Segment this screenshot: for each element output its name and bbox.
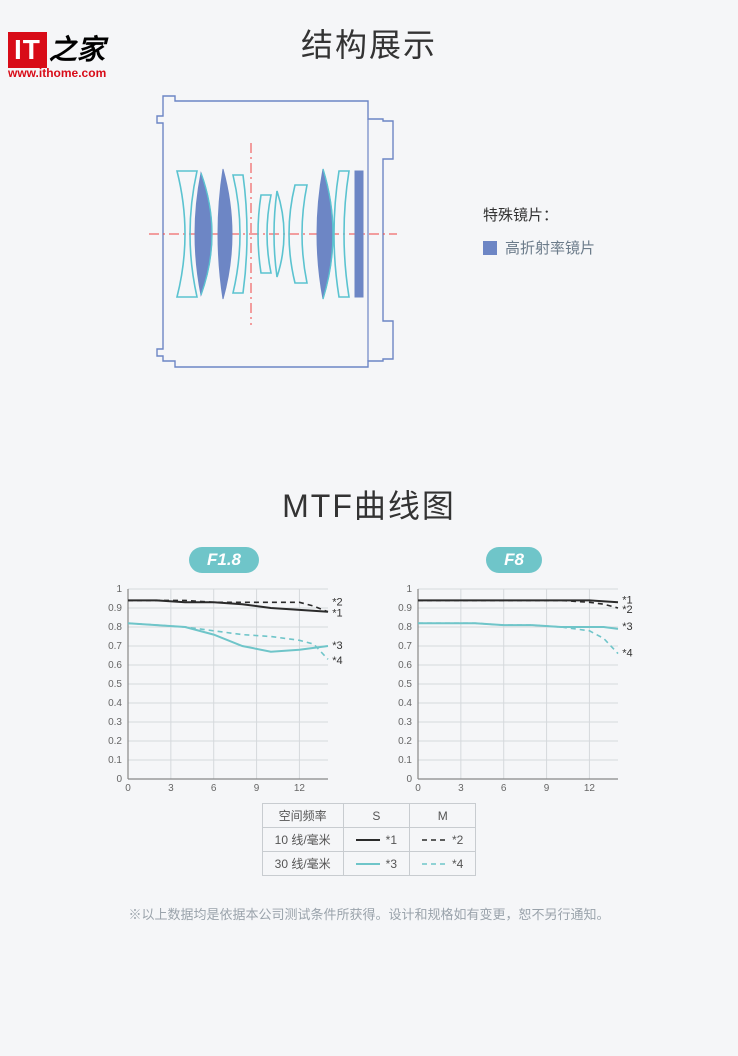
svg-text:*3: *3 (332, 640, 342, 652)
svg-text:0.3: 0.3 (398, 717, 412, 728)
svg-text:0: 0 (116, 774, 122, 785)
mtf-chart-f8: F8 00.10.20.30.40.50.60.70.80.91036912*1… (384, 547, 644, 791)
svg-text:3: 3 (168, 783, 174, 791)
mtf-chart-svg-1: 00.10.20.30.40.50.60.70.80.91036912*1*2*… (384, 581, 644, 791)
svg-text:3: 3 (458, 783, 464, 791)
lens-legend-item: 高折射率镜片 (483, 237, 595, 258)
svg-text:0.7: 0.7 (108, 641, 122, 652)
legend-row-label: 30 线/毫米 (262, 852, 343, 876)
mtf-chart-svg-0: 0 0.1 0.2 0.3 0.4 0.5 0.6 0.7 0.8 0.9 1 0 3 6 9 12 *1*2 *… (94, 581, 354, 791)
svg-text:0: 0 (415, 783, 421, 791)
svg-text:*4: *4 (332, 655, 342, 667)
watermark: IT之家 www.ithome.com (8, 28, 106, 80)
lens-structure-figure: 特殊镜片： 高折射率镜片 (0, 91, 738, 371)
legend-s-cell: *1 (343, 828, 409, 852)
svg-text:12: 12 (584, 783, 596, 791)
svg-text:0.6: 0.6 (398, 660, 412, 671)
svg-text:*2: *2 (622, 604, 632, 616)
legend-header-cell: S (343, 804, 409, 828)
svg-text:6: 6 (211, 783, 217, 791)
svg-text:1: 1 (406, 584, 412, 595)
svg-text:0.9: 0.9 (398, 603, 412, 614)
svg-text:0: 0 (125, 783, 131, 791)
svg-text:0.9: 0.9 (108, 603, 122, 614)
svg-text:*3: *3 (622, 621, 632, 633)
lens-legend-swatch (483, 241, 497, 255)
svg-text:0: 0 (406, 774, 412, 785)
lens-diagram (143, 91, 403, 371)
svg-text:0.4: 0.4 (398, 698, 412, 709)
lens-legend-title: 特殊镜片： (483, 204, 595, 225)
watermark-url: www.ithome.com (8, 66, 106, 80)
svg-text:0.2: 0.2 (108, 736, 122, 747)
svg-text:*4: *4 (622, 648, 632, 660)
svg-text:0.3: 0.3 (108, 717, 122, 728)
badge-f8: F8 (486, 547, 542, 573)
legend-m-cell: *2 (410, 828, 476, 852)
legend-header-cell: M (410, 804, 476, 828)
svg-text:*1: *1 (332, 608, 342, 620)
watermark-suffix: 之家 (49, 34, 105, 65)
mtf-title: MTF曲线图 (0, 481, 738, 527)
svg-text:0.7: 0.7 (398, 641, 412, 652)
svg-text:9: 9 (544, 783, 550, 791)
mtf-charts-row: F1.8 0 0.1 0.2 0.3 0.4 0.5 0.6 0.7 0.8 0.9 1 0 3 6 9 12… (0, 547, 738, 791)
svg-text:6: 6 (501, 783, 507, 791)
svg-text:*2: *2 (332, 596, 342, 608)
svg-text:0.1: 0.1 (108, 755, 122, 766)
svg-text:0.5: 0.5 (108, 679, 122, 690)
legend-m-cell: *4 (410, 852, 476, 876)
mtf-chart-f18: F1.8 0 0.1 0.2 0.3 0.4 0.5 0.6 0.7 0.8 0.9 1 0 3 6 9 12… (94, 547, 354, 791)
mtf-footnote: ※以上数据均是依据本公司测试条件所获得。设计和规格如有变更，恕不另行通知。 (0, 904, 738, 923)
svg-text:0.2: 0.2 (398, 736, 412, 747)
svg-text:0.1: 0.1 (398, 755, 412, 766)
svg-text:0.8: 0.8 (108, 622, 122, 633)
svg-text:1: 1 (116, 584, 122, 595)
lens-legend: 特殊镜片： 高折射率镜片 (483, 204, 595, 258)
badge-f18: F1.8 (189, 547, 259, 573)
lens-legend-text: 高折射率镜片 (505, 240, 595, 257)
svg-text:12: 12 (294, 783, 306, 791)
svg-text:0.5: 0.5 (398, 679, 412, 690)
watermark-brand: IT (8, 32, 47, 68)
legend-header-cell: 空间频率 (262, 804, 343, 828)
svg-text:9: 9 (254, 783, 260, 791)
structure-title: 结构展示 (0, 20, 738, 66)
svg-text:0.8: 0.8 (398, 622, 412, 633)
svg-text:0.6: 0.6 (108, 660, 122, 671)
mtf-legend-table: 空间频率SM 10 线/毫米*1*2 30 线/毫米*3*4 (262, 803, 477, 876)
legend-row-label: 10 线/毫米 (262, 828, 343, 852)
legend-s-cell: *3 (343, 852, 409, 876)
svg-text:0.4: 0.4 (108, 698, 122, 709)
